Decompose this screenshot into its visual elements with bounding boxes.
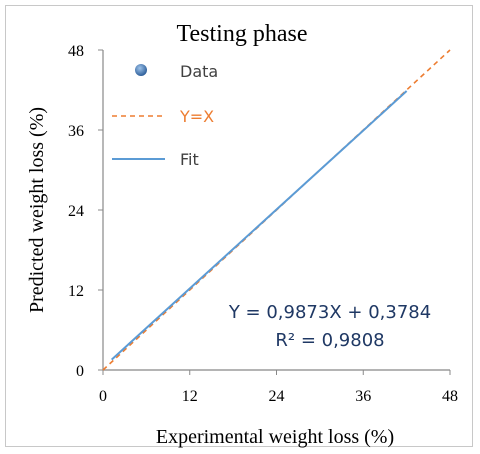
y-axis-label: Predicted weight loss (%) (26, 107, 48, 313)
y-tick-label: 24 (68, 203, 84, 220)
x-tick-label: 12 (182, 388, 198, 405)
chart-frame (5, 5, 473, 447)
regression-equation: Y = 0,9873X + 0,3784 (228, 302, 431, 323)
legend-data-marker (135, 64, 147, 76)
x-tick-label: 0 (99, 388, 107, 405)
y-tick-label: 48 (68, 43, 84, 60)
x-tick-label: 36 (355, 388, 371, 405)
legend-yx-label: Y=X (179, 107, 214, 126)
fit-line (111, 90, 408, 361)
y-tick-label: 36 (68, 123, 84, 140)
x-tick-label: 24 (269, 388, 285, 405)
y-tick-label: 12 (68, 283, 84, 300)
chart-title: Testing phase (177, 21, 308, 47)
legend-data-label: Data (180, 62, 218, 81)
y-tick-label: 0 (76, 363, 84, 380)
legend-fit-label: Fit (180, 150, 199, 169)
x-tick-label: 48 (442, 388, 458, 405)
r-squared-label: R² = 0,9808 (275, 330, 384, 351)
x-axis-label: Experimental weight loss (%) (156, 426, 394, 448)
